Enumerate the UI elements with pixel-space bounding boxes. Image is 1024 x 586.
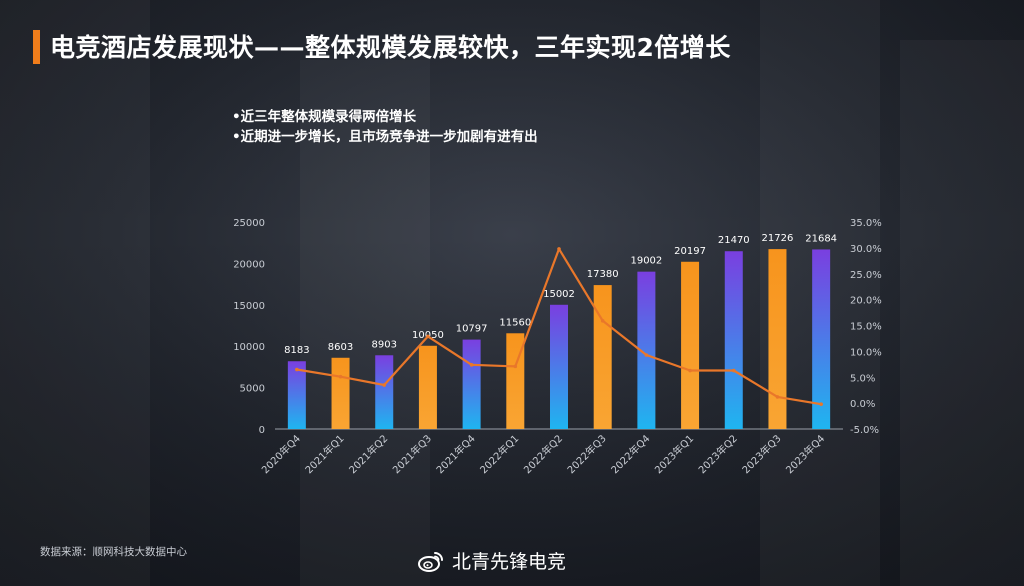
growth-line-point [775,395,780,399]
growth-line-point [338,374,343,379]
title-accent-bar [33,30,40,64]
bar [724,251,743,429]
x-tick-label: 2023年Q2 [696,432,740,476]
y-right-tick-label: 5.0% [850,373,875,384]
x-tick-label: 2021年Q2 [346,432,390,476]
bar-data-label: 8183 [284,345,309,356]
bar [812,249,831,429]
y-right-tick-label: 20.0% [850,296,882,307]
bar [768,249,787,429]
x-tick-label: 2022年Q2 [521,432,565,476]
y-right-tick-label: 30.0% [850,244,882,255]
growth-line-point [557,247,561,251]
bullet-list: •近三年整体规模录得两倍增长 •近期进一步增长，且市场竞争进一步加剧有进有出 [232,107,538,147]
y-left-tick-label: 0 [259,425,265,436]
bullet-item: •近期进一步增长，且市场竞争进一步加剧有进有出 [232,129,538,145]
bar [550,304,568,429]
bar [593,285,612,429]
growth-line-point [426,334,430,339]
x-tick-label: 2023年Q1 [652,432,696,476]
y-right-tick-label: -5.0% [850,425,879,436]
growth-line-point [382,383,387,387]
y-left-tick-label: 20000 [233,259,265,270]
y-left-tick-label: 15000 [233,301,265,312]
growth-line-point [819,402,823,406]
y-left-tick-label: 25000 [233,218,265,229]
bar [462,339,481,429]
bar [331,357,350,429]
growth-line-point [731,368,736,373]
weibo-icon [418,551,443,572]
x-tick-label: 2022年Q3 [564,432,608,476]
bar [637,271,656,429]
bar-data-label: 15002 [543,289,575,300]
bar [681,261,700,429]
bar-data-label: 11560 [499,317,531,328]
x-tick-label: 2023年Q3 [739,432,783,476]
page-title: 电竞酒店发展现状——整体规模发展较快，三年实现2倍增长 [50,33,731,62]
growth-line-point [295,367,299,372]
bar-data-label: 21726 [762,233,794,244]
y-right-tick-label: 35.0% [850,218,882,229]
bar-data-label: 21684 [805,233,837,244]
growth-line-point [600,319,605,323]
bar [418,345,437,429]
x-tick-label: 2023年Q4 [783,432,827,476]
brand-name: 北青先锋电竞 [452,551,567,573]
bar-data-label: 21470 [718,235,750,246]
y-right-tick-label: 25.0% [850,270,882,281]
bar-data-label: 8603 [328,342,353,353]
x-tick-label: 2022年Q4 [608,432,652,476]
bar-data-label: 17380 [587,269,619,280]
growth-line-point [513,364,518,369]
x-tick-label: 2020年Q4 [259,432,303,476]
y-left-tick-label: 5000 [240,384,265,395]
y-right-tick-label: 15.0% [850,322,882,333]
growth-line-point [688,368,692,373]
bar-data-label: 8903 [372,339,397,350]
x-tick-label: 2021年Q3 [390,432,434,476]
bullet-item: •近三年整体规模录得两倍增长 [232,109,417,125]
bar [287,361,306,429]
data-source: 数据来源：顺网科技大数据中心 [40,546,187,558]
bar-data-label: 10797 [456,324,488,335]
growth-line-point [644,353,649,357]
y-right-tick-label: 10.0% [850,347,882,358]
x-tick-label: 2021年Q1 [302,432,346,476]
bar-data-label: 20197 [674,246,706,257]
brand: 北青先锋电竞 [418,547,566,574]
bar-data-label: 19002 [630,256,662,267]
x-tick-label: 2021年Q4 [433,432,477,476]
bar [375,355,394,429]
x-tick-label: 2022年Q1 [477,432,521,476]
y-left-tick-label: 10000 [233,342,265,353]
growth-line-point [469,363,474,367]
y-right-tick-label: 0.0% [850,399,875,410]
